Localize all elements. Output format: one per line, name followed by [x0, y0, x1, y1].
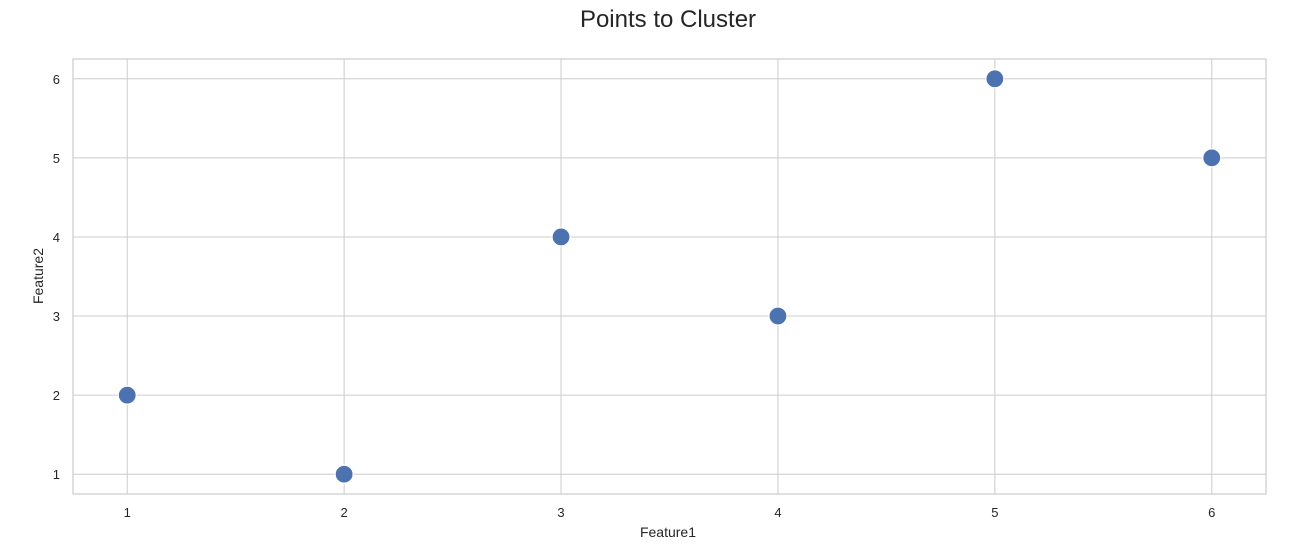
x-tick-label: 6 — [1208, 505, 1215, 520]
y-tick-label: 4 — [53, 230, 60, 245]
x-tick-label: 5 — [991, 505, 998, 520]
tick-labels: 1 2 3 4 5 6 1 2 3 4 5 6 — [53, 72, 1216, 520]
data-point — [1202, 148, 1222, 168]
x-tick-label: 4 — [774, 505, 781, 520]
grid-lines — [73, 59, 1266, 494]
data-point — [334, 464, 354, 484]
data-point — [551, 227, 571, 247]
x-tick-label: 1 — [124, 505, 131, 520]
chart-title: Points to Cluster — [580, 6, 756, 33]
data-point — [768, 306, 788, 326]
y-axis-label: Feature2 — [30, 248, 46, 304]
x-tick-label: 2 — [341, 505, 348, 520]
y-tick-label: 2 — [53, 388, 60, 403]
data-point — [985, 69, 1005, 89]
x-tick-label: 3 — [557, 505, 564, 520]
data-points — [117, 69, 1222, 484]
y-tick-label: 3 — [53, 309, 60, 324]
x-axis-label: Feature1 — [640, 524, 696, 540]
data-point — [117, 385, 137, 405]
y-tick-label: 6 — [53, 72, 60, 87]
y-tick-label: 5 — [53, 151, 60, 166]
y-tick-label: 1 — [53, 467, 60, 482]
plot-frame — [72, 58, 1267, 495]
